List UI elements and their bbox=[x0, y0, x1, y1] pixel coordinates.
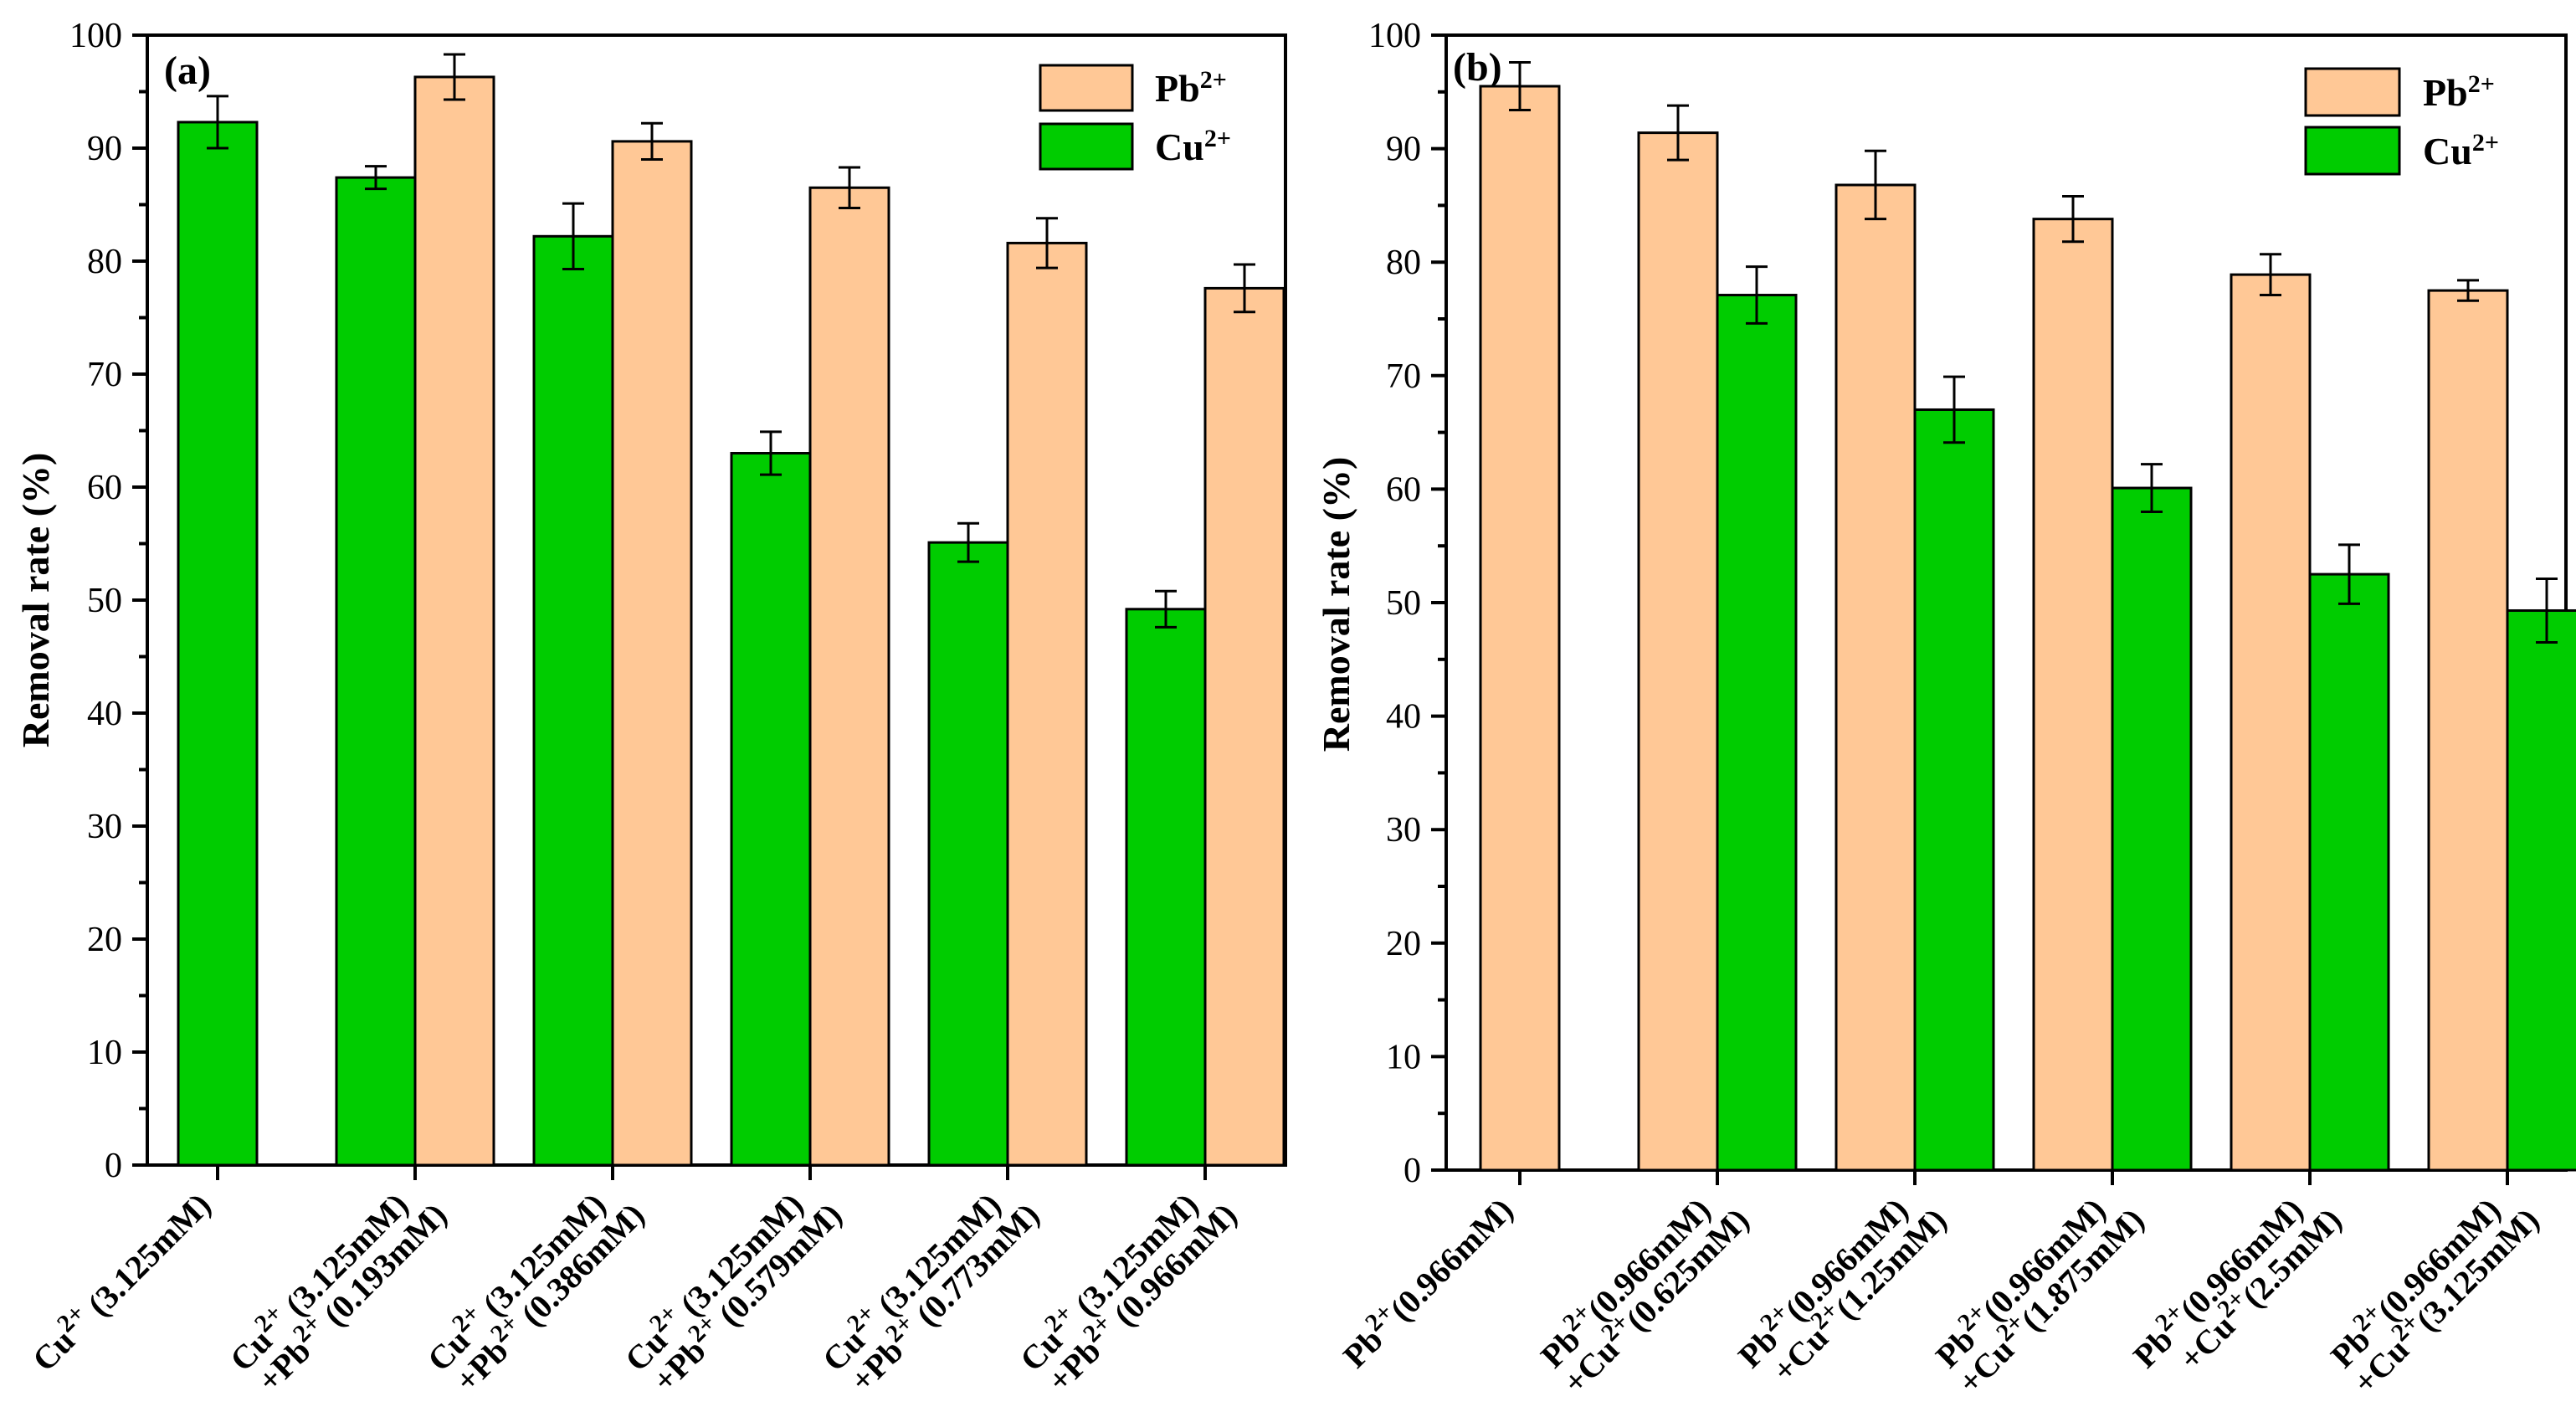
bar-pb-group-3 bbox=[1835, 183, 1917, 1172]
legend-swatch-pb bbox=[1039, 64, 1134, 112]
y-tick-label: 40 bbox=[1386, 698, 1421, 737]
y-tick-label: 100 bbox=[1368, 17, 1421, 55]
bar-cu-group-4 bbox=[2111, 486, 2193, 1172]
panel-label: (b) bbox=[1453, 45, 1502, 90]
bar-pb-group-6 bbox=[1203, 286, 1285, 1167]
bar-cu-group-6 bbox=[1125, 608, 1207, 1167]
y-tick-label: 50 bbox=[87, 582, 122, 620]
y-axis-title: Removal rate (%) bbox=[1315, 457, 1357, 752]
x-category-label-3-line-2: +Pb2+ (0.386mM) bbox=[444, 1192, 651, 1399]
panel-label: (a) bbox=[164, 49, 211, 93]
legend-label-pb: Pb2+ bbox=[2423, 70, 2495, 115]
bar-pb-group-4 bbox=[2032, 218, 2114, 1172]
x-category-label-5-line-2: +Pb2+ (0.773mM) bbox=[839, 1192, 1046, 1399]
y-tick-label: 30 bbox=[1386, 811, 1421, 850]
y-tick-label: 100 bbox=[69, 17, 122, 55]
y-tick-label: 60 bbox=[1386, 470, 1421, 509]
legend-label-cu: Cu2+ bbox=[2423, 129, 2499, 173]
y-tick-label: 10 bbox=[87, 1034, 122, 1072]
y-tick-label: 0 bbox=[105, 1147, 122, 1185]
x-category-label-2-line-2: +Pb2+ (0.193mM) bbox=[246, 1192, 454, 1399]
bar-pb-group-5 bbox=[1006, 241, 1088, 1167]
legend-swatch-cu bbox=[2304, 126, 2401, 176]
x-category-label-1-line-1: Cu2+ (3.125mM) bbox=[21, 1182, 218, 1378]
bar-pb-group-4 bbox=[808, 186, 890, 1167]
y-tick-label: 30 bbox=[87, 808, 122, 846]
y-tick-label: 0 bbox=[1403, 1152, 1421, 1190]
legend-swatch-cu bbox=[1039, 122, 1134, 171]
legend-label-cu: Cu2+ bbox=[1155, 125, 1231, 169]
plot-frame bbox=[1445, 33, 2568, 1172]
bar-cu-group-3 bbox=[532, 234, 614, 1167]
y-tick-label: 20 bbox=[1386, 925, 1421, 963]
bar-pb-group-2 bbox=[413, 75, 495, 1167]
y-tick-label: 90 bbox=[87, 130, 122, 168]
y-tick-label: 80 bbox=[1386, 244, 1421, 282]
legend-swatch-pb bbox=[2304, 67, 2401, 117]
bar-cu-group-4 bbox=[730, 452, 812, 1167]
bar-pb-group-3 bbox=[611, 140, 693, 1167]
x-category-label-6-line-2: +Pb2+ (0.966mM) bbox=[1036, 1192, 1244, 1399]
legend-label-pb: Pb2+ bbox=[1155, 66, 1227, 110]
y-tick-label: 60 bbox=[87, 469, 122, 507]
y-tick-label: 70 bbox=[87, 356, 122, 394]
panel-b-chart: 0 10 20 30 40 50 60 70 80 90 100 Removal rate (%) (b… bbox=[1315, 17, 2576, 1401]
bar-pb-group-2 bbox=[1637, 131, 1719, 1172]
y-tick-label: 70 bbox=[1386, 357, 1421, 396]
bar-cu-group-2 bbox=[1716, 294, 1798, 1172]
bar-pb-group-1 bbox=[1479, 85, 1561, 1172]
bar-pb-group-5 bbox=[2230, 273, 2312, 1172]
panel-a-chart: 0 10 20 30 40 50 60 70 80 90 100 Removal rate (%) (a… bbox=[14, 17, 1287, 1399]
bar-pb-group-6 bbox=[2427, 289, 2509, 1172]
y-axis-title: Removal rate (%) bbox=[14, 453, 57, 748]
y-tick-label: 40 bbox=[87, 695, 122, 733]
bar-cu-group-1 bbox=[177, 121, 259, 1167]
x-category-label-1-line-1: Pb2+(0.966mM) bbox=[1332, 1187, 1520, 1375]
plot-frame bbox=[146, 33, 1287, 1167]
bar-cu-group-5 bbox=[927, 541, 1009, 1167]
y-tick-label: 20 bbox=[87, 921, 122, 959]
bar-cu-group-3 bbox=[1913, 408, 1995, 1172]
x-category-label-4-line-2: +Pb2+ (0.579mM) bbox=[641, 1192, 849, 1399]
y-tick-label: 90 bbox=[1386, 131, 1421, 169]
bar-cu-group-5 bbox=[2308, 572, 2390, 1172]
bar-cu-group-2 bbox=[335, 176, 417, 1167]
y-tick-label: 10 bbox=[1386, 1038, 1421, 1076]
y-tick-label: 50 bbox=[1386, 584, 1421, 623]
bar-cu-group-6 bbox=[2506, 608, 2576, 1172]
y-tick-label: 80 bbox=[87, 243, 122, 281]
